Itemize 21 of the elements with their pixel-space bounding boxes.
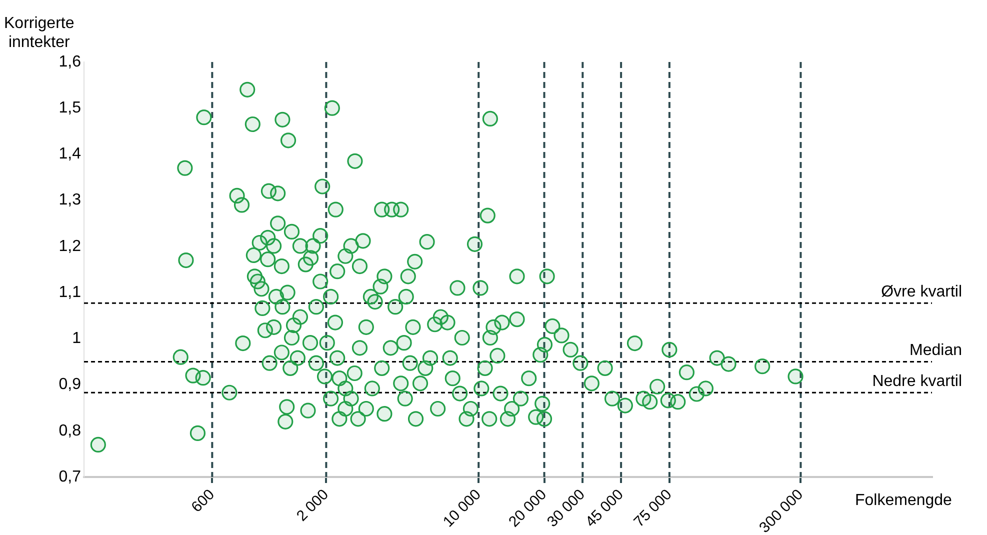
x-tick-label: 300 000 [756, 486, 806, 535]
x-axis-title: Folkemengde [855, 492, 952, 510]
x-tick-label: 2 000 [293, 486, 332, 525]
y-tick-label: 1,3 [58, 192, 82, 209]
y-tick-label: 1,2 [58, 238, 82, 255]
ref-line-label: Median [910, 342, 962, 360]
y-tick-label: 0,8 [58, 422, 82, 440]
ref-line-label: Nedre kvartil [872, 373, 962, 390]
y-tick-label: 1,4 [58, 146, 82, 163]
y-tick-label: 1 [72, 330, 82, 348]
y-tick-label: 0,7 [58, 468, 82, 486]
x-tick-label: 10 000 [440, 486, 484, 531]
ref-line-label: Øvre kvartil [881, 284, 962, 301]
y-tick-label: 1,6 [58, 53, 82, 70]
x-tick-label: 75 000 [630, 486, 676, 531]
x-tick-label: 45 000 [582, 486, 627, 531]
y-tick-label: 1,5 [58, 100, 82, 117]
y-tick-label: 0,9 [58, 376, 82, 394]
x-tick-label: 600 [188, 486, 218, 516]
y-tick-label: 1,1 [58, 284, 82, 301]
y-axis-title: Korrigerte inntekter [4, 14, 74, 52]
